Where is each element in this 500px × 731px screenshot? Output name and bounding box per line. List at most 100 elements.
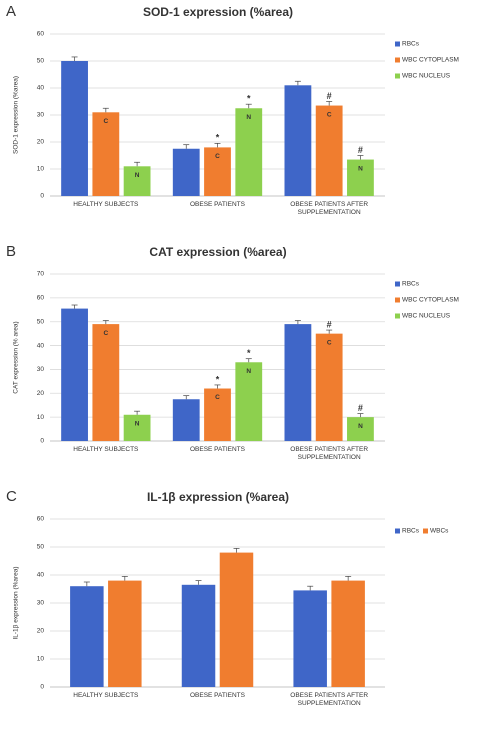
legend-swatch xyxy=(423,528,428,534)
y-tick-label: 50 xyxy=(37,544,45,551)
bar-label: C xyxy=(327,339,332,346)
bar xyxy=(92,112,120,196)
bar-label: C xyxy=(103,330,108,337)
y-tick-label: 30 xyxy=(37,366,45,373)
bar xyxy=(61,61,88,196)
bar-label: N xyxy=(358,165,363,172)
bar xyxy=(61,308,88,441)
error-bar xyxy=(245,358,252,363)
legend-label: RBCs xyxy=(402,281,420,288)
bar xyxy=(347,417,374,441)
error-bar xyxy=(121,576,128,581)
y-tick-label: 20 xyxy=(37,390,45,397)
y-tick-label: 20 xyxy=(37,139,45,146)
y-tick-label: 40 xyxy=(37,572,45,579)
error-bar xyxy=(214,384,221,389)
y-tick-label: 60 xyxy=(37,295,45,302)
y-tick-label: 10 xyxy=(37,414,45,421)
error-bar xyxy=(134,410,141,415)
chart: A SOD-1 expression (%area) SOD-1 expressio… xyxy=(6,3,459,216)
chart: B CAT expression (%area) CAT expression (%… xyxy=(6,243,459,461)
error-bar xyxy=(102,107,109,113)
legend-swatch xyxy=(395,297,400,303)
bar-label: C xyxy=(103,118,108,125)
bar xyxy=(70,586,104,687)
x-tick-label: OBESE PATIENTS AFTER SUPPLEMENTATION xyxy=(290,201,369,216)
bar-label: N xyxy=(135,172,140,179)
y-axis-label: IL-1β expression (%area) xyxy=(13,566,20,639)
bar xyxy=(284,85,312,196)
bar xyxy=(108,580,142,687)
y-tick-label: 70 xyxy=(37,271,45,278)
bar-label: N xyxy=(358,423,363,430)
error-bar xyxy=(245,103,252,109)
error-bar xyxy=(294,320,301,325)
significance-symbol: # xyxy=(327,91,332,101)
error-bar xyxy=(134,161,141,167)
error-bar xyxy=(71,304,78,309)
y-tick-label: 50 xyxy=(37,58,45,65)
significance-symbol: # xyxy=(358,403,363,413)
legend-swatch xyxy=(395,57,400,63)
bar xyxy=(284,324,312,441)
legend-swatch xyxy=(395,313,400,319)
significance-symbol: * xyxy=(247,348,251,358)
legend-swatch xyxy=(395,73,400,79)
y-tick-label: 0 xyxy=(40,193,44,200)
x-tick-label: HEALTHY SUBJECTS xyxy=(73,692,139,699)
x-tick-label-box: OBESE PATIENTS AFTER SUPPLEMENTATION xyxy=(290,692,369,707)
error-bar xyxy=(183,395,190,400)
bar xyxy=(235,362,263,441)
significance-symbol: * xyxy=(216,133,220,143)
x-tick-label-box: OBESE PATIENTS xyxy=(190,692,245,699)
bar xyxy=(331,580,365,687)
bar-label: N xyxy=(135,420,140,427)
error-bar xyxy=(326,329,333,334)
chart-title: CAT expression (%area) xyxy=(149,245,286,259)
bar xyxy=(123,414,151,441)
x-tick-label-box: OBESE PATIENTS xyxy=(190,201,245,208)
error-bar xyxy=(357,155,364,160)
error-bar xyxy=(294,80,301,86)
bar xyxy=(204,388,231,441)
bar xyxy=(293,590,327,687)
legend-swatch xyxy=(395,41,400,47)
bar xyxy=(172,148,200,196)
bar xyxy=(315,333,343,441)
chart: C IL-1β expression (%area) IL-1β expressio… xyxy=(6,488,449,707)
x-tick-label: OBESE PATIENTS AFTER SUPPLEMENTATION xyxy=(290,692,369,707)
x-tick-label: HEALTHY SUBJECTS xyxy=(73,446,139,453)
significance-symbol: # xyxy=(358,145,363,155)
x-tick-label-box: OBESE PATIENTS AFTER SUPPLEMENTATION xyxy=(290,201,369,216)
error-bar xyxy=(102,320,109,325)
bar-label: C xyxy=(215,153,220,160)
significance-symbol: * xyxy=(216,374,220,384)
legend-label: WBC NUCLEUS xyxy=(402,73,451,80)
y-tick-label: 40 xyxy=(37,85,45,92)
y-tick-label: 0 xyxy=(40,684,44,691)
bar-label: N xyxy=(246,368,251,375)
significance-symbol: * xyxy=(247,94,251,104)
y-tick-label: 10 xyxy=(37,166,45,173)
panel-label: C xyxy=(6,488,17,505)
legend-label: WBC NUCLEUS xyxy=(402,313,451,320)
bar xyxy=(92,324,120,441)
bar xyxy=(123,166,151,196)
panel-label: A xyxy=(6,3,16,20)
error-bar xyxy=(195,580,202,585)
error-bar xyxy=(83,581,90,587)
bar xyxy=(172,399,200,441)
y-tick-label: 30 xyxy=(37,112,45,119)
legend-label: WBC CYTOPLASM xyxy=(402,297,459,304)
x-tick-label: OBESE PATIENTS AFTER SUPPLEMENTATION xyxy=(290,446,369,461)
error-bar xyxy=(345,576,352,581)
significance-symbol: # xyxy=(327,319,332,329)
y-tick-label: 10 xyxy=(37,656,45,663)
chart-title: IL-1β expression (%area) xyxy=(147,490,289,504)
x-tick-label: HEALTHY SUBJECTS xyxy=(73,201,139,208)
x-tick-label-box: HEALTHY SUBJECTS xyxy=(73,692,139,699)
bar-label: N xyxy=(246,114,251,121)
error-bar xyxy=(357,413,364,418)
legend-label: WBCs xyxy=(430,528,449,535)
panel-label: B xyxy=(6,243,16,260)
